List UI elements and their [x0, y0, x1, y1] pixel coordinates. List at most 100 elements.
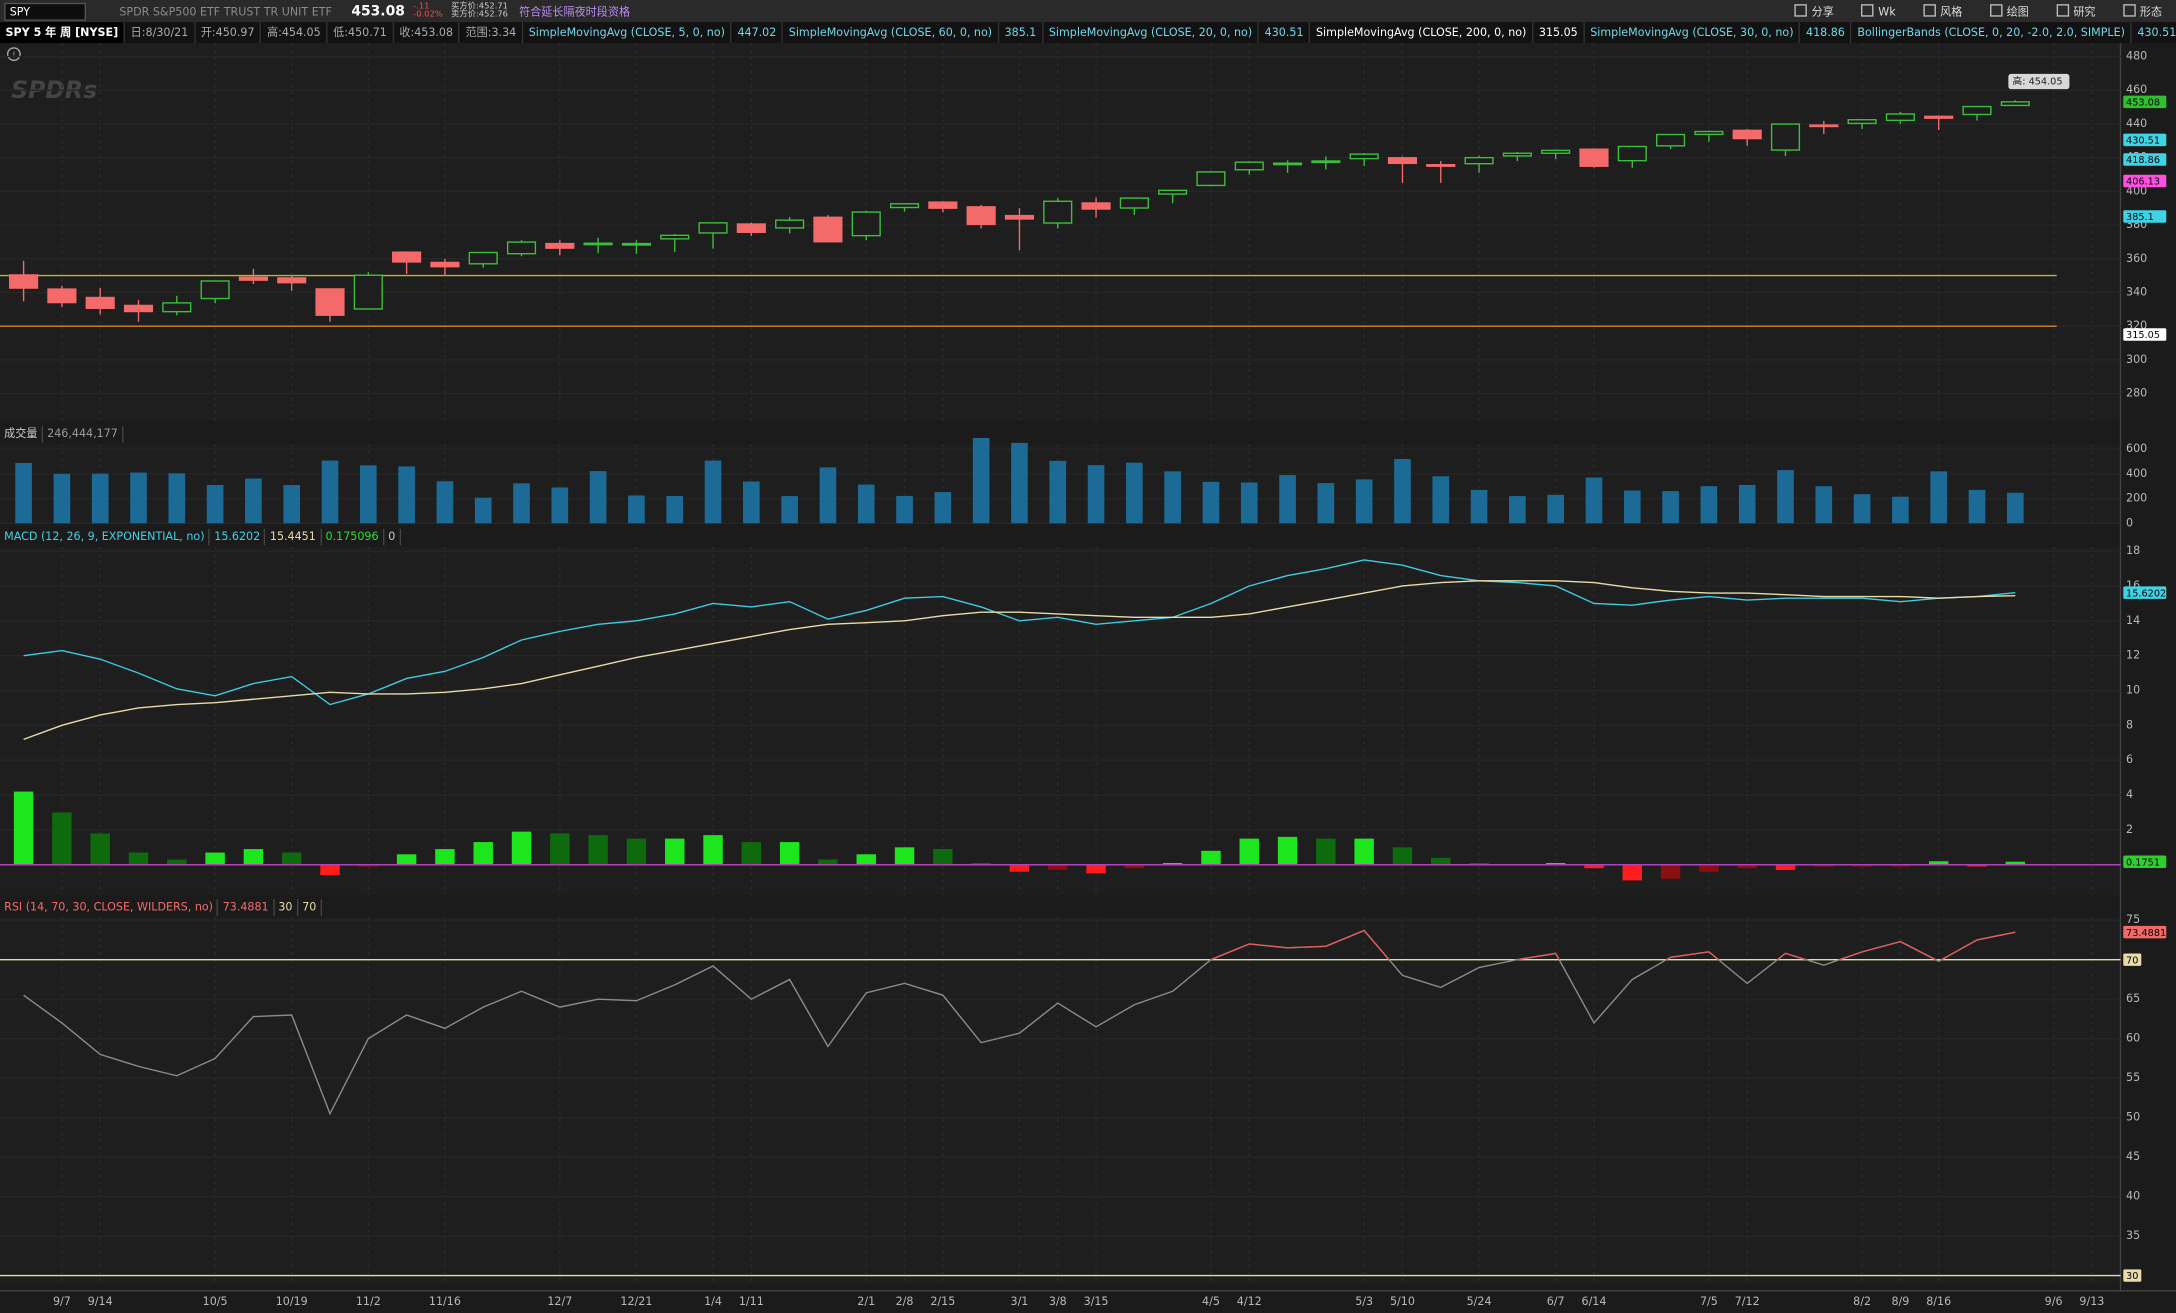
- volume-bar: [1585, 477, 1603, 524]
- candle-body: [1311, 160, 1341, 164]
- candle-body: [85, 296, 115, 309]
- volume-bar: [1049, 460, 1067, 524]
- symbol-input[interactable]: SPY: [4, 2, 87, 21]
- histogram-bar: [1201, 850, 1221, 865]
- histogram-bar: [1584, 864, 1604, 869]
- candle-body: [315, 288, 345, 316]
- study-value: 430.51: [1259, 22, 1311, 44]
- toolbar-button[interactable]: Wk: [1862, 3, 1895, 18]
- candle-body: [2000, 101, 2030, 107]
- volume-bar: [1432, 476, 1450, 524]
- candle-body: [1158, 189, 1188, 195]
- volume-bar: [283, 485, 301, 524]
- x-tick-label: 5/24: [1467, 1295, 1492, 1308]
- candle-body: [468, 251, 498, 265]
- toolbar-button[interactable]: 形态: [2123, 3, 2162, 18]
- panel-value: 30: [274, 898, 299, 916]
- x-tick-label: 9/7: [53, 1295, 71, 1308]
- change-stack: -.11 -0.02%: [413, 2, 443, 20]
- candle-body: [353, 274, 383, 310]
- x-tick-label: 1/4: [704, 1295, 722, 1308]
- level-tag: [2123, 953, 2142, 966]
- toolbar-button[interactable]: 风格: [1923, 3, 1962, 18]
- volume-bar: [1240, 482, 1258, 524]
- volume-bar: [819, 467, 837, 524]
- rsi-line-overbought: [1209, 929, 2016, 960]
- candle-body: [123, 304, 154, 313]
- volume-bar: [474, 497, 492, 524]
- volume-bar: [2006, 492, 2024, 524]
- candle-body: [1924, 115, 1954, 119]
- value-tag-label: 385.1: [2126, 212, 2154, 223]
- study-label: BollingerBands (CLOSE, 0, 20, -2.0, 2.0,…: [1852, 22, 2132, 44]
- price-panel: [0, 43, 2121, 421]
- candle-body: [1694, 130, 1724, 136]
- y-tick-label: 460: [2126, 83, 2147, 96]
- y-tick-label: 400: [2126, 184, 2147, 197]
- volume-bar: [1279, 475, 1296, 524]
- histogram-bar: [1699, 864, 1719, 872]
- volume-bar: [436, 481, 454, 524]
- volume-bar: [1853, 494, 1871, 524]
- candle-body: [1349, 153, 1379, 160]
- histogram-bar: [1048, 864, 1068, 870]
- toolbar-button[interactable]: 绘图: [1990, 3, 2029, 18]
- change-percent: -0.02%: [413, 9, 443, 20]
- macd-line: [23, 559, 2016, 706]
- study-value: 315.05: [1533, 22, 1585, 44]
- histogram-bar: [1239, 838, 1259, 865]
- volume-bar: [91, 473, 109, 524]
- volume-bar: [781, 496, 798, 524]
- volume-bar: [1700, 486, 1718, 524]
- study-value: 430.51: [2132, 22, 2176, 43]
- volume-bar: [1815, 486, 1833, 524]
- volume-bar: [53, 473, 71, 524]
- volume-bar: [1164, 471, 1181, 524]
- x-tick-label: 2/1: [857, 1295, 875, 1308]
- candle-body: [660, 234, 690, 240]
- x-tick-label: 2/8: [896, 1295, 914, 1308]
- y-tick-label: 300: [2126, 353, 2147, 366]
- histogram-bar: [626, 838, 647, 865]
- candle-body: [1464, 156, 1494, 165]
- volume-bar: [321, 460, 339, 524]
- volume-bar: [551, 487, 569, 524]
- volume-bar: [513, 483, 530, 524]
- x-tick-label: 5/10: [1390, 1295, 1415, 1308]
- volume-bar: [206, 484, 224, 524]
- toolbar-button[interactable]: 研究: [2057, 3, 2095, 18]
- x-tick-label: 11/16: [429, 1295, 461, 1308]
- panel-header: MACD (12, 26, 9, EXPONENTIAL, no) 15.6202…: [0, 527, 401, 545]
- value-tag-label: 15.6202: [2126, 588, 2166, 599]
- volume-bar: [1623, 490, 1641, 524]
- x-tick-label: 5/3: [1355, 1295, 1373, 1308]
- candle-body: [621, 242, 651, 246]
- info-icon[interactable]: [6, 47, 21, 62]
- candle-body: [1196, 171, 1226, 187]
- histogram-bar: [128, 852, 149, 865]
- volume-bar: [1547, 494, 1565, 524]
- ask: 卖方价:452.76: [451, 9, 508, 20]
- candle-body: [1962, 105, 1992, 116]
- value-tag-label: 73.4881: [2126, 928, 2166, 939]
- y-tick-label: 65: [2126, 992, 2140, 1005]
- panel-title: RSI (14, 70, 30, CLOSE, WILDERS, no): [0, 898, 219, 916]
- panel-value: 73.4881: [219, 898, 275, 916]
- histogram-bar: [243, 849, 264, 865]
- candle-body: [698, 222, 728, 234]
- value-tag-label: 406.13: [2126, 177, 2160, 188]
- chart-title: SPY 5 年 周 [NYSE]: [0, 22, 126, 44]
- histogram-bar: [1431, 857, 1451, 865]
- y-tick-label: 200: [2126, 492, 2147, 505]
- panel-header: 成交量 246,444,177: [0, 425, 124, 443]
- histogram-bar: [1967, 864, 1987, 867]
- toolbar-button[interactable]: 分享: [1795, 3, 1834, 18]
- histogram-bar: [281, 852, 302, 865]
- histogram-bar: [550, 833, 570, 865]
- volume-bar: [130, 472, 147, 524]
- x-tick-label: 11/2: [356, 1295, 381, 1308]
- volume-bar: [1470, 489, 1488, 524]
- x-tick-label: 4/5: [1202, 1295, 1220, 1308]
- histogram-bar: [2005, 861, 2026, 865]
- volume-bar: [1394, 458, 1411, 524]
